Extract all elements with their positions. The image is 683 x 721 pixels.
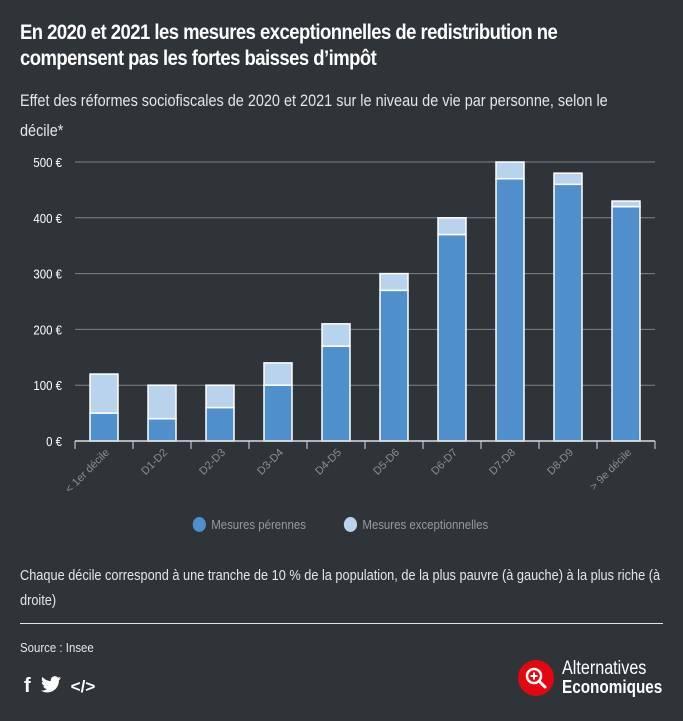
x-tick-label: < 1er décile [63, 447, 112, 496]
bar-perennes [147, 417, 177, 442]
alternatives-economiques-logo[interactable]: Alternatives Economiques [518, 658, 680, 697]
bar-perennes [263, 384, 293, 442]
legend-label-exceptionnelles: Mesures exceptionnelles [362, 517, 489, 532]
bar-exceptionnelles [553, 172, 583, 186]
chart-legend: Mesures pérennes Mesures exceptionnelles [0, 517, 683, 532]
legend-item-perennes[interactable]: Mesures pérennes [192, 517, 307, 532]
chart-title: En 2020 et 2021 les mesures exceptionnel… [20, 21, 558, 70]
y-axis-labels: 0 € 100 € 200 € 300 € 400 € 500 € [33, 155, 62, 449]
bar-perennes [205, 406, 235, 442]
footer-divider [20, 623, 663, 624]
x-tick-label: D2-D3 [197, 447, 228, 478]
bar-exceptionnelles [147, 384, 177, 420]
x-tick-label: D6-D7 [429, 447, 460, 478]
bar-perennes [379, 289, 409, 442]
x-tick-label: D3-D4 [255, 447, 286, 478]
y-tick-label: 0 € [46, 434, 62, 449]
legend-dot-perennes [192, 517, 207, 532]
bar-perennes [611, 205, 641, 442]
legend-item-exceptionnelles[interactable]: Mesures exceptionnelles [343, 517, 489, 532]
bar-perennes [495, 177, 525, 442]
stacked-bar-chart: 0 € 100 € 200 € 300 € 400 € 500 € < 1er décil… [33, 155, 656, 496]
bar-exceptionnelles [321, 323, 351, 347]
bar-exceptionnelles [379, 272, 409, 292]
magnifier-plus-icon [518, 660, 554, 696]
logo-text-alternatives: Alternatives [562, 658, 647, 679]
x-tick-label: D5-D6 [371, 447, 402, 478]
bar-perennes [437, 233, 467, 442]
x-tick-label: D1-D2 [139, 447, 170, 478]
social-links: f </> [24, 675, 95, 698]
bar-exceptionnelles [611, 200, 641, 208]
x-tick-label: D8-D9 [545, 447, 576, 478]
bar-exceptionnelles [437, 217, 467, 236]
bar-exceptionnelles [495, 161, 525, 180]
y-tick-label: 200 € [33, 323, 62, 338]
legend-dot-exceptionnelles [343, 517, 357, 532]
y-tick-label: 300 € [33, 267, 62, 282]
logo-text-economiques: Economiques [562, 677, 663, 697]
y-tick-label: 500 € [33, 155, 62, 170]
bar-exceptionnelles [205, 384, 235, 409]
x-tick-label: D4-D5 [313, 447, 344, 478]
twitter-icon[interactable] [40, 675, 61, 698]
x-axis [74, 440, 656, 449]
bar-exceptionnelles [89, 373, 119, 414]
y-tick-label: 400 € [33, 211, 62, 226]
x-tick-label: D7-D8 [487, 447, 518, 478]
bars [89, 161, 641, 442]
bar-perennes [89, 412, 119, 442]
chart-subtitle: Effet des réformes sociofiscales de 2020… [20, 91, 608, 140]
bar-exceptionnelles [263, 362, 293, 386]
legend-label-perennes: Mesures pérennes [211, 517, 307, 532]
embed-icon[interactable]: </> [70, 676, 96, 696]
y-tick-label: 100 € [33, 379, 62, 394]
bar-perennes [321, 345, 351, 442]
facebook-icon[interactable]: f [24, 675, 31, 697]
chart-note: Chaque décile correspond à une tranche d… [20, 567, 661, 609]
bar-perennes [553, 183, 583, 442]
x-axis-labels: < 1er décile D1-D2 D2-D3 D3-D4 D4-D5 D5-D6 D6-… [63, 447, 634, 496]
x-tick-label: > 9e décile [588, 447, 634, 493]
source-text: Source : Insee [20, 640, 94, 655]
